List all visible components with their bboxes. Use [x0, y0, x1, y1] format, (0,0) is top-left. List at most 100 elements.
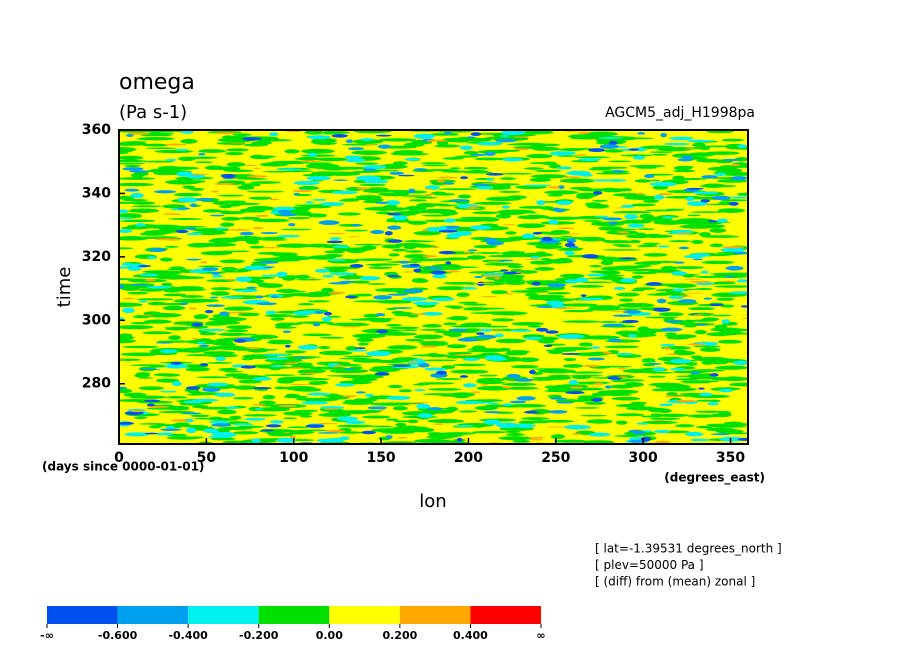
field-texture: [119, 302, 143, 307]
field-texture: [490, 329, 505, 331]
field-texture: [292, 387, 322, 392]
field-texture: [702, 224, 726, 229]
field-texture: [165, 425, 175, 429]
field-texture: [243, 143, 268, 147]
field-texture: [576, 194, 594, 200]
field-texture: [435, 370, 448, 375]
field-texture: [457, 194, 472, 199]
field-texture: [280, 228, 312, 231]
field-texture: [229, 415, 242, 420]
field-texture: [146, 407, 186, 410]
field-texture: [497, 183, 520, 186]
field-texture: [322, 274, 334, 278]
field-texture: [549, 397, 567, 400]
colorbar-label: -0.400: [168, 629, 208, 642]
field-texture: [409, 199, 427, 202]
field-texture: [237, 312, 260, 317]
field-texture: [694, 275, 727, 278]
field-texture: [483, 237, 497, 242]
field-texture: [130, 201, 156, 205]
field-texture: [185, 367, 210, 372]
field-texture: [198, 153, 206, 156]
field-texture: [691, 355, 703, 360]
field-texture: [391, 364, 411, 367]
field-texture: [723, 275, 736, 278]
field-texture: [458, 137, 493, 142]
field-texture: [716, 330, 743, 336]
field-texture: [485, 178, 494, 181]
field-texture: [675, 400, 698, 403]
field-texture: [393, 313, 415, 317]
field-texture: [355, 391, 366, 394]
field-texture: [138, 423, 167, 425]
field-texture: [223, 169, 254, 172]
field-texture: [223, 370, 243, 373]
field-texture: [138, 368, 161, 371]
field-texture: [438, 229, 458, 233]
field-texture: [219, 270, 249, 273]
field-texture: [488, 402, 500, 405]
field-texture: [421, 359, 457, 362]
field-texture: [488, 260, 501, 262]
field-texture: [292, 311, 314, 316]
field-texture: [550, 434, 565, 439]
field-texture: [521, 233, 535, 239]
field-texture: [187, 350, 202, 353]
field-texture: [405, 205, 427, 211]
field-texture: [367, 406, 388, 410]
field-texture: [601, 188, 625, 193]
field-texture: [709, 373, 719, 377]
field-texture: [293, 204, 330, 207]
field-texture: [472, 183, 490, 187]
field-texture: [518, 206, 550, 209]
field-texture: [323, 167, 346, 171]
field-texture: [210, 291, 230, 296]
field-texture: [432, 423, 445, 425]
field-texture: [573, 352, 608, 357]
field-texture: [387, 239, 403, 243]
field-texture: [316, 438, 345, 443]
field-texture: [309, 277, 317, 279]
field-texture: [600, 266, 629, 271]
field-texture: [610, 311, 627, 313]
field-texture: [358, 183, 387, 186]
field-texture: [159, 349, 178, 354]
field-texture: [373, 295, 393, 300]
field-texture: [470, 391, 481, 394]
field-texture: [148, 350, 164, 352]
field-texture: [535, 327, 549, 332]
field-texture: [612, 314, 633, 317]
field-texture: [246, 175, 268, 178]
field-texture: [641, 145, 675, 149]
field-texture: [477, 334, 497, 339]
field-texture: [307, 135, 331, 140]
field-texture: [429, 246, 440, 249]
field-texture: [448, 328, 469, 332]
field-texture: [559, 178, 596, 184]
field-texture: [203, 351, 236, 355]
field-texture: [284, 362, 299, 364]
field-texture: [210, 437, 236, 441]
field-texture: [323, 408, 340, 410]
field-texture: [331, 134, 348, 138]
field-texture: [288, 213, 327, 216]
field-texture: [563, 424, 591, 430]
field-texture: [467, 249, 478, 252]
field-texture: [339, 357, 369, 360]
field-texture: [459, 375, 469, 378]
field-texture: [683, 278, 703, 280]
field-texture: [223, 306, 254, 311]
field-texture: [227, 142, 247, 144]
field-texture: [163, 293, 187, 297]
y-tick-label: 320: [82, 249, 111, 265]
field-texture: [168, 335, 181, 341]
field-texture: [535, 143, 561, 147]
field-texture: [235, 289, 258, 293]
field-texture: [590, 222, 625, 227]
field-texture: [139, 273, 159, 277]
field-texture: [119, 236, 150, 241]
y-tick-label: 280: [82, 376, 111, 392]
field-texture: [351, 223, 362, 227]
field-texture: [318, 412, 352, 417]
field-texture: [665, 320, 683, 324]
